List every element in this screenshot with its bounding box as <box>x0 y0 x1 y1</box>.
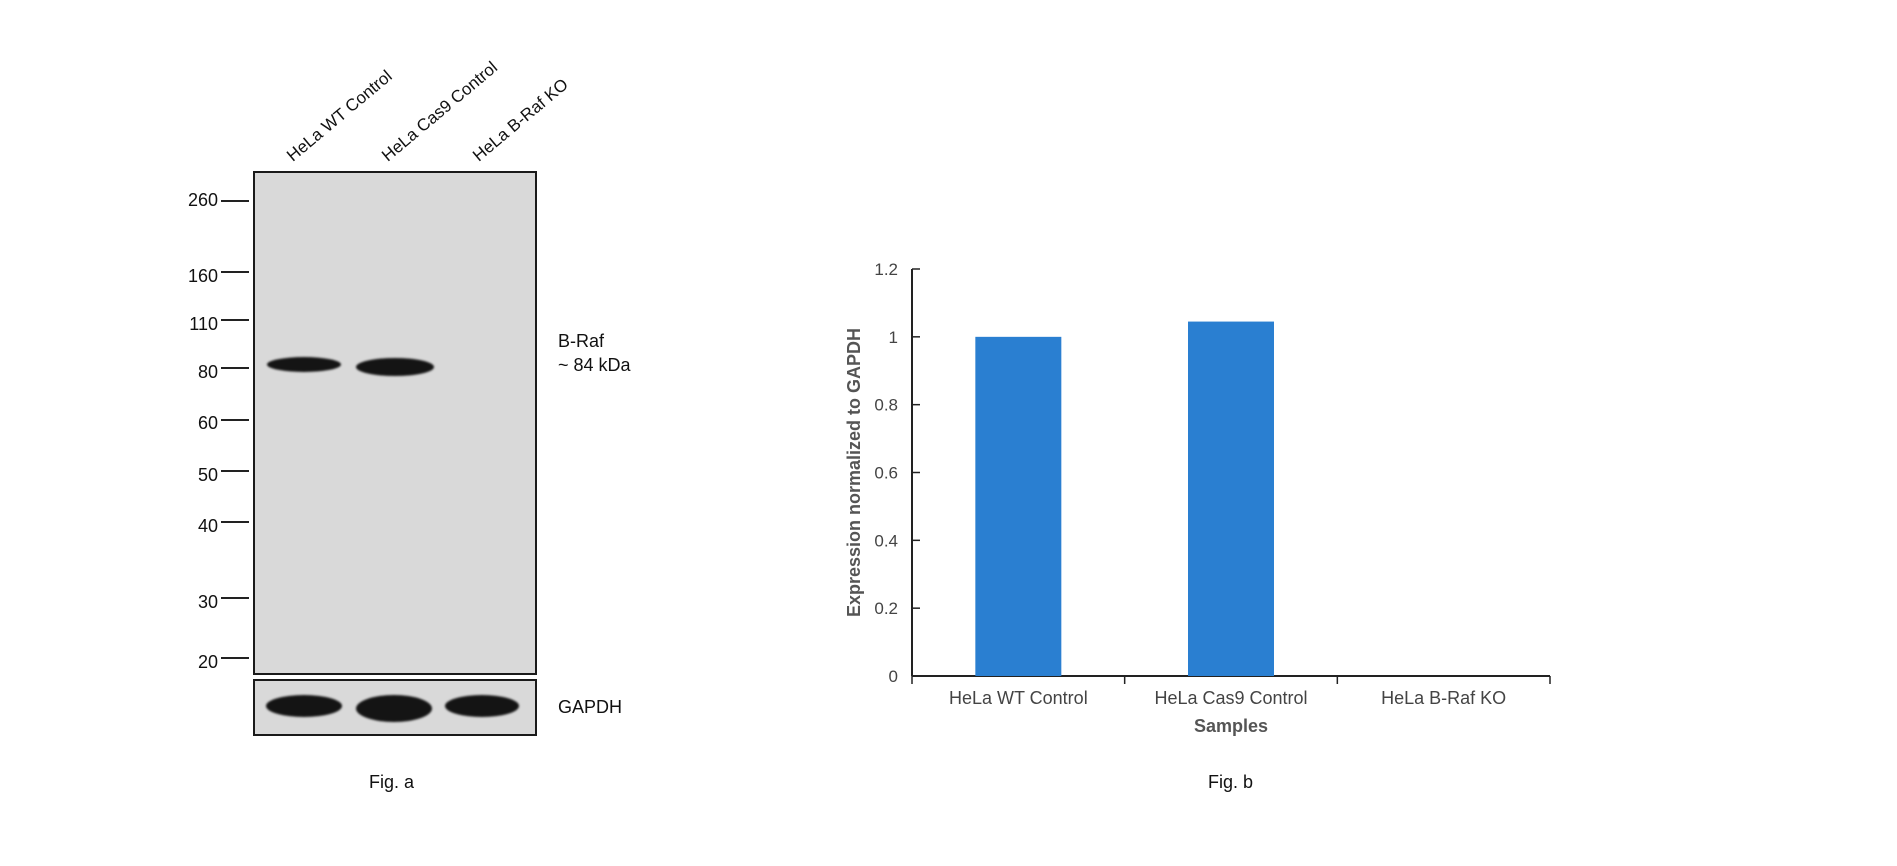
bar-0 <box>975 336 1062 676</box>
loading-control-label: GAPDH <box>558 697 623 717</box>
mw-marker-110: 110 <box>189 314 218 334</box>
mw-marker-20: 20 <box>197 652 218 672</box>
mw-tick-80 <box>221 367 249 369</box>
mw-tick-40 <box>221 521 249 523</box>
mw-tick-50 <box>221 470 249 472</box>
mw-tick-110 <box>221 319 249 321</box>
band-gapdh-cas9 <box>356 695 432 722</box>
y-tick-label-6: 1.2 <box>874 260 898 279</box>
x-axis-title: Samples <box>1194 716 1268 736</box>
mw-tick-30 <box>221 597 249 599</box>
mw-marker-160: 160 <box>187 266 218 286</box>
mw-tick-60 <box>221 419 249 421</box>
figure-caption-b: Fig. b <box>1208 772 1254 792</box>
figure-caption-a: Fig. a <box>369 772 415 792</box>
mw-tick-20 <box>221 657 249 659</box>
blot-main <box>253 171 537 675</box>
y-tick-label-4: 0.8 <box>874 396 898 415</box>
y-tick-label-5: 1 <box>889 328 898 347</box>
band-gapdh-wt <box>266 695 342 717</box>
bar-1 <box>1188 321 1274 676</box>
x-category-label-0: HeLa WT Control <box>949 688 1088 708</box>
x-category-label-2: HeLa B-Raf KO <box>1381 688 1506 708</box>
y-tick-label-1: 0.2 <box>874 599 898 618</box>
mw-marker-60: 60 <box>197 413 218 433</box>
y-tick-label-2: 0.4 <box>874 531 898 550</box>
mw-tick-160 <box>221 271 249 273</box>
mw-marker-260: 260 <box>187 190 218 210</box>
mw-marker-50: 50 <box>197 465 218 485</box>
band-braf-wt <box>267 357 341 372</box>
y-tick-label-3: 0.6 <box>874 464 898 483</box>
y-axis-title: Expression normalized to GAPDH <box>844 328 864 617</box>
mw-marker-30: 30 <box>197 592 218 612</box>
mw-tick-260 <box>221 200 249 202</box>
target-size-label: ~ 84 kDa <box>558 355 631 375</box>
band-gapdh-ko <box>445 695 519 717</box>
x-category-label-1: HeLa Cas9 Control <box>1154 688 1307 708</box>
y-tick-label-0: 0 <box>889 667 898 686</box>
mw-marker-40: 40 <box>197 516 218 536</box>
band-braf-cas9 <box>356 358 434 376</box>
target-name-label: B-Raf <box>558 331 605 351</box>
mw-marker-80: 80 <box>197 362 218 382</box>
blot-gapdh <box>253 679 537 736</box>
